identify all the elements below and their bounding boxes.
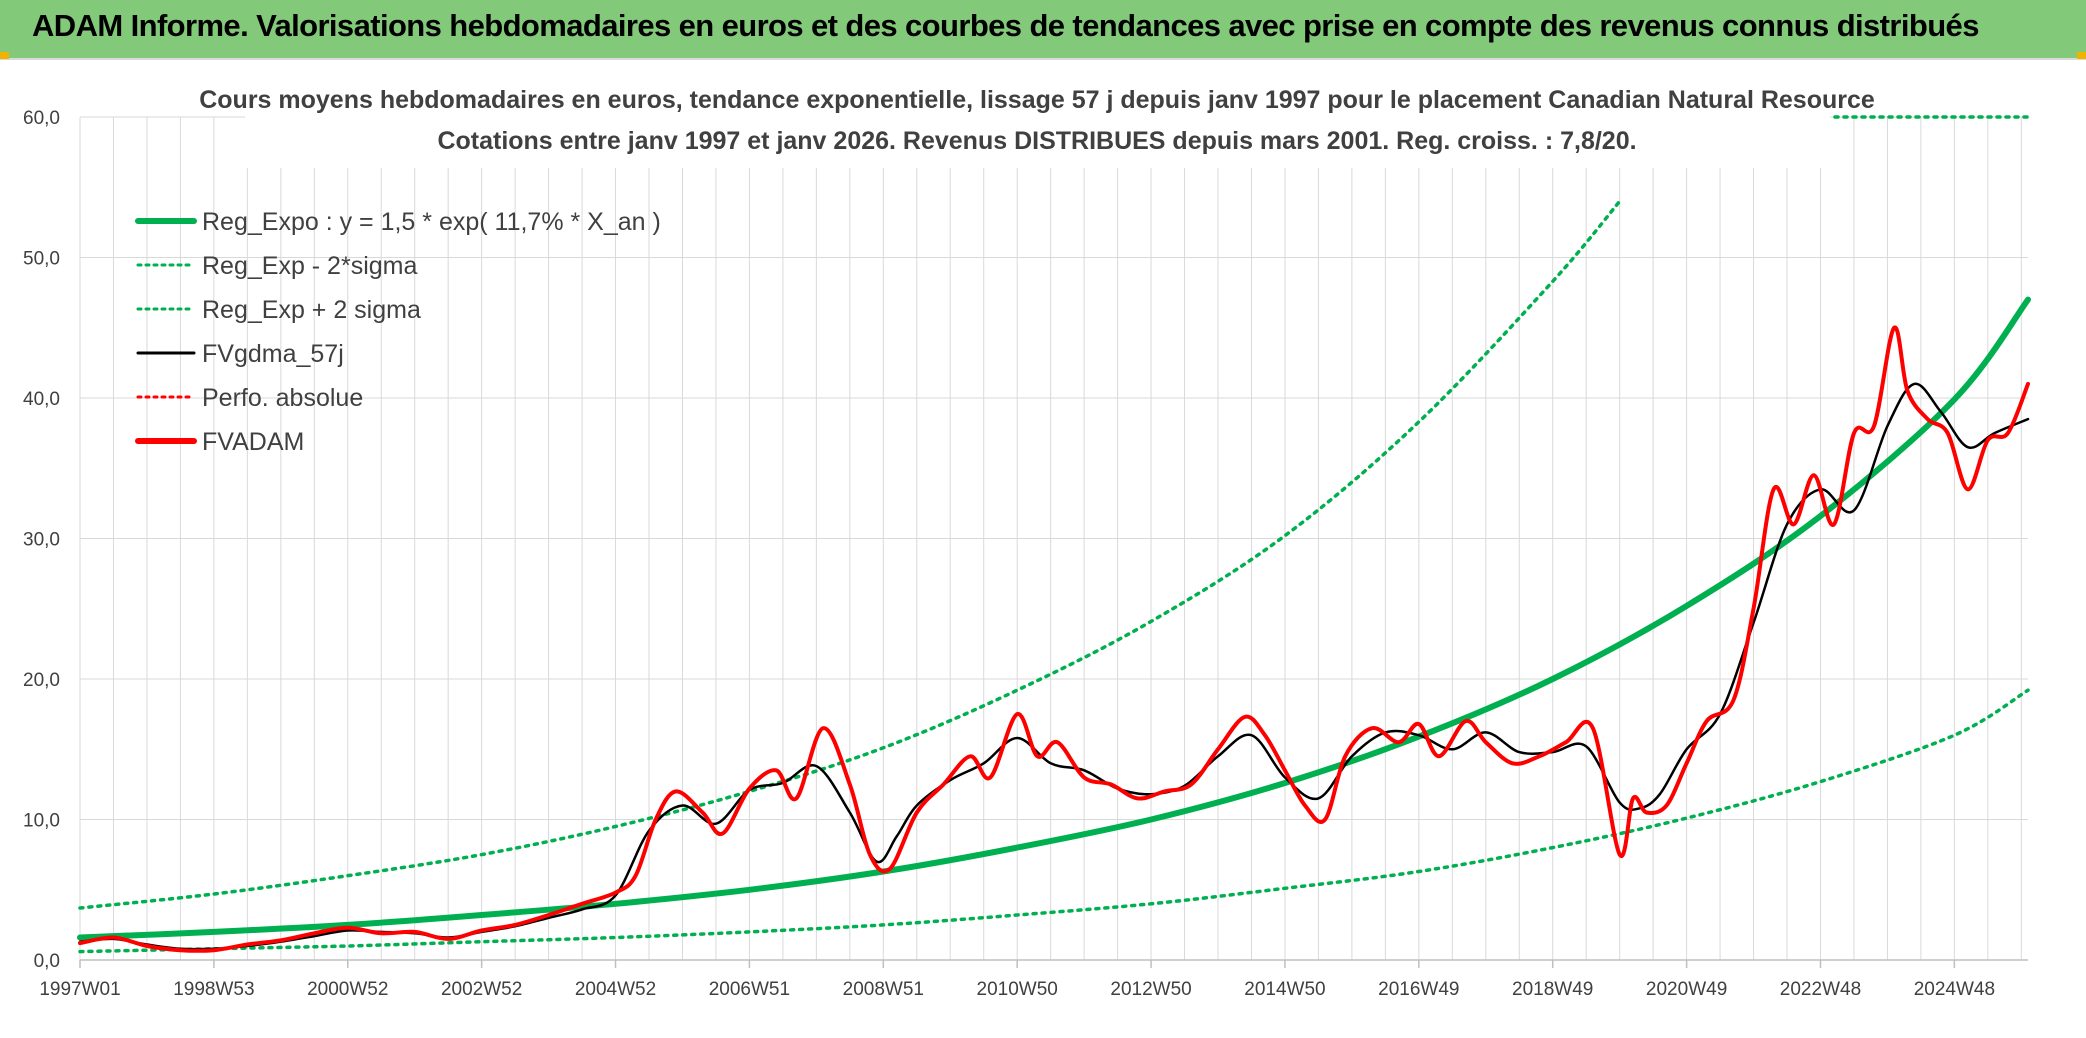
- legend-reg-plus-2sigma-label: Reg_Exp + 2 sigma: [202, 296, 421, 324]
- series-reg-plus-2sigma: [78, 199, 1622, 910]
- x-tick-label: 2014W50: [1244, 979, 1325, 1000]
- series-reg-minus-2sigma: [78, 688, 2030, 954]
- left-corner-marker: [0, 52, 9, 59]
- y-tick-label: 0,0: [34, 951, 60, 972]
- x-tick-label: 2012W50: [1110, 979, 1191, 1000]
- x-tick-label: 2022W48: [1780, 979, 1861, 1000]
- x-tick-label: 1998W53: [173, 979, 254, 1000]
- x-tick-label: 1997W01: [39, 979, 120, 1000]
- y-tick-label: 60,0: [23, 108, 60, 129]
- y-tick-label: 50,0: [23, 249, 60, 270]
- x-tick-label: 2018W49: [1512, 979, 1593, 1000]
- x-tick-label: 2016W49: [1378, 979, 1459, 1000]
- series-layer: [77, 115, 2031, 954]
- x-tick-label: 2024W48: [1914, 979, 1995, 1000]
- legend-perfo-absolue-label: Perfo. absolue: [202, 384, 363, 412]
- x-tick-label: 2008W51: [843, 979, 924, 1000]
- y-tick-label: 40,0: [23, 389, 60, 410]
- x-tick-label: 2006W51: [709, 979, 790, 1000]
- y-tick-label: 10,0: [23, 811, 60, 832]
- header-banner: ADAM Informe. Valorisations hebdomadaire…: [0, 0, 2086, 60]
- x-tick-label: 2002W52: [441, 979, 522, 1000]
- axis-labels: 0,0 10,0 20,0 30,0 40,0 50,0 60,0 1997W01 1998W5…: [23, 108, 2028, 1000]
- x-tick-label: 2020W49: [1646, 979, 1727, 1000]
- chart-title-line2: Cotations entre janv 1997 et janv 2026. …: [437, 127, 1636, 155]
- y-tick-label: 20,0: [23, 670, 60, 691]
- title-background: [245, 82, 1830, 168]
- legend-reg-expo-label: Reg_Expo : y = 1,5 * exp( 11,7% * X_an ): [202, 208, 661, 236]
- chart-title-line1: Cours moyens hebdomadaires en euros, ten…: [199, 86, 1875, 114]
- x-tick-label: 2010W50: [977, 979, 1058, 1000]
- x-tick-label: 2000W52: [307, 979, 388, 1000]
- legend: Reg_Expo : y = 1,5 * exp( 11,7% * X_an )…: [135, 208, 661, 456]
- y-tick-label: 30,0: [23, 530, 60, 551]
- series-fvgdma-57j: [78, 382, 2030, 951]
- series-fvadam: [78, 325, 2030, 953]
- x-tick-label: 2004W52: [575, 979, 656, 1000]
- right-corner-marker: [2077, 52, 2086, 59]
- series-reg-expo: [77, 296, 2031, 941]
- legend-fvadam-label: FVADAM: [202, 428, 304, 456]
- legend-reg-minus-2sigma-label: Reg_Exp - 2*sigma: [202, 252, 417, 280]
- grid: [79, 116, 2028, 961]
- legend-fvgdma-57j-label: FVgdma_57j: [202, 340, 344, 368]
- page-title: ADAM Informe. Valorisations hebdomadaire…: [32, 8, 1979, 43]
